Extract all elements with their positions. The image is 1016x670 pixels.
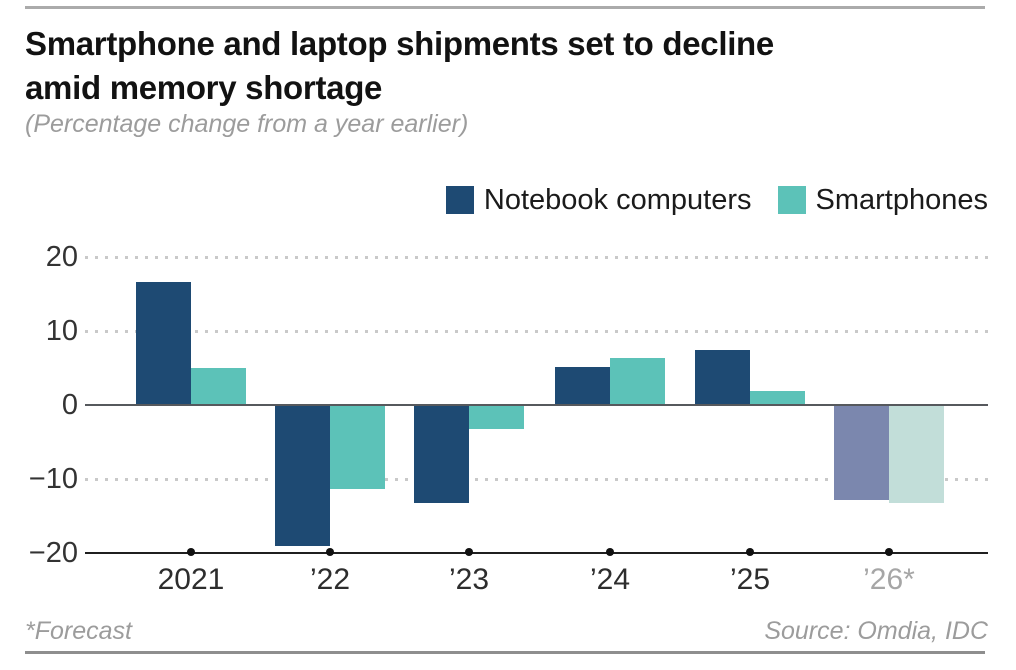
- legend-item-smartphones: Smartphones: [777, 183, 989, 217]
- chart-subtitle: (Percentage change from a year earlier): [25, 110, 469, 138]
- bar-notebook-computers-26: [834, 405, 889, 500]
- bar-notebook-computers-23: [414, 405, 469, 503]
- bar-smartphones-2021: [191, 368, 246, 405]
- legend: Notebook computers Smartphones: [445, 183, 989, 217]
- bar-notebook-computers-24: [555, 366, 610, 405]
- bar-notebook-computers-22: [275, 405, 330, 547]
- chart-title: Smartphone and laptop shipments set to d…: [25, 22, 985, 110]
- y-tick-label: −20: [28, 537, 78, 569]
- zero-baseline: [85, 404, 988, 406]
- source-credit: Source: Omdia, IDC: [764, 617, 988, 645]
- x-tick-label: ’22: [309, 563, 351, 596]
- bar-smartphones-24: [610, 357, 665, 405]
- legend-swatch-smartphones: [777, 186, 806, 214]
- bar-smartphones-26: [889, 405, 944, 503]
- x-tick-label: 2021: [157, 563, 225, 596]
- x-tick-label: ’25: [729, 563, 771, 596]
- legend-label: Notebook computers: [483, 183, 752, 216]
- top-divider: [25, 6, 985, 9]
- x-tick-label: ’23: [448, 563, 490, 596]
- chart-title-line-1: Smartphone and laptop shipments set to d…: [25, 25, 774, 62]
- legend-swatch-notebook-computers: [445, 186, 474, 214]
- bar-smartphones-22: [330, 405, 385, 489]
- bar-smartphones-25: [750, 390, 805, 405]
- y-tick-label: −10: [28, 463, 78, 495]
- x-axis-tick-dot: [187, 548, 195, 556]
- bar-smartphones-23: [469, 405, 524, 430]
- y-tick-label: 0: [61, 389, 78, 421]
- y-tick-label: 20: [45, 241, 78, 273]
- gridline: [85, 256, 988, 259]
- footnote: *Forecast: [25, 617, 132, 645]
- y-tick-label: 10: [45, 315, 78, 347]
- legend-label: Smartphones: [815, 183, 989, 216]
- gridline: [85, 478, 988, 481]
- x-tick-label: ’24: [589, 563, 631, 596]
- legend-item-notebook-computers: Notebook computers: [445, 183, 752, 217]
- x-tick-label: ’26*: [863, 563, 915, 596]
- bottom-divider: [25, 651, 985, 654]
- x-axis-tick-dot: [746, 548, 754, 556]
- bar-notebook-computers-2021: [136, 282, 191, 405]
- x-axis-tick-dot: [885, 548, 893, 556]
- gridline: [85, 330, 988, 333]
- x-axis-tick-dot: [606, 548, 614, 556]
- x-axis-line: [85, 552, 988, 554]
- chart-title-line-2: amid memory shortage: [25, 69, 383, 106]
- bar-notebook-computers-25: [695, 350, 750, 405]
- x-axis-tick-dot: [326, 548, 334, 556]
- x-axis-tick-dot: [465, 548, 473, 556]
